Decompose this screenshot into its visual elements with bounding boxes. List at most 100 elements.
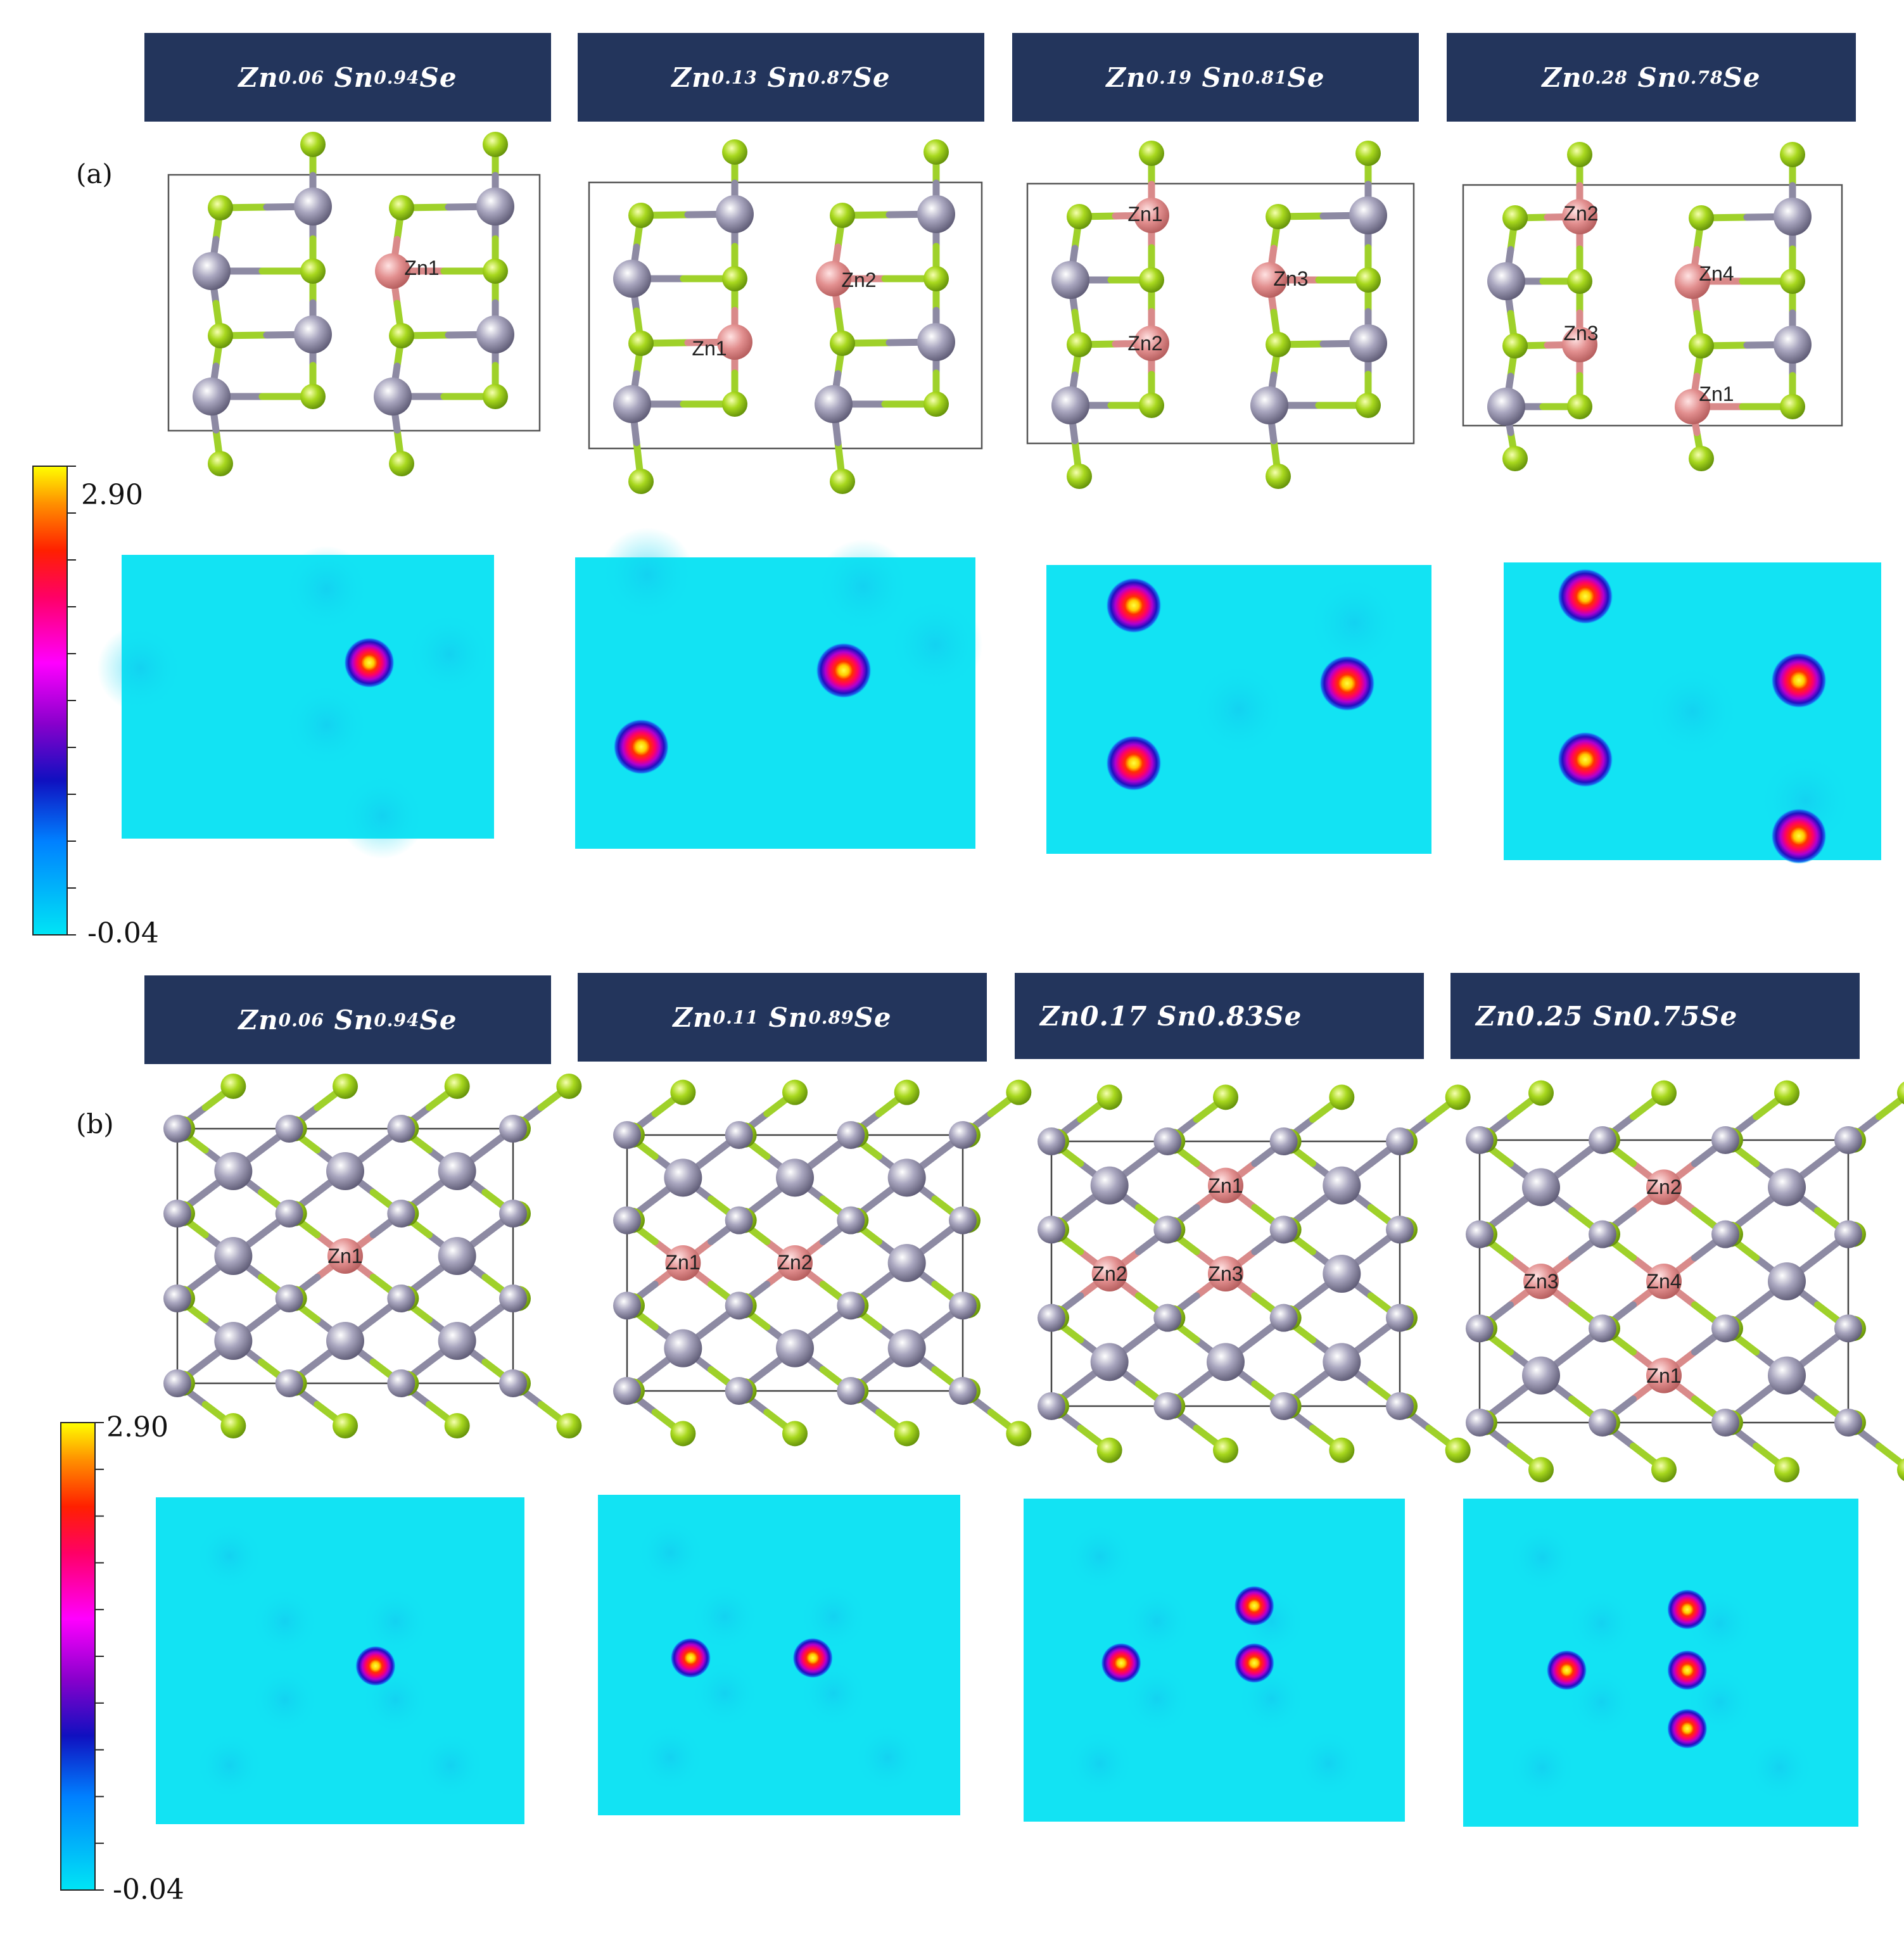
- sn-atom: [438, 1237, 476, 1275]
- header-b-4: Zn0.25 Sn0.75Se: [1450, 973, 1860, 1059]
- zn-site-label: Zn1: [1646, 1364, 1681, 1387]
- bond: [1875, 1442, 1904, 1470]
- zn-site-label: Zn2: [1092, 1262, 1127, 1285]
- sn-atom: [1269, 1392, 1298, 1420]
- se-atom: [444, 1413, 470, 1438]
- se-atom: [1774, 1080, 1799, 1106]
- zn-atom: [375, 253, 410, 289]
- se-atom: [1689, 333, 1714, 358]
- zn-atom: [1134, 326, 1169, 361]
- sn-atom: [294, 315, 332, 353]
- unit-cell: [176, 1127, 514, 1385]
- sn-atom: [214, 1322, 253, 1360]
- sn-atom: [1386, 1215, 1414, 1244]
- se-atom: [556, 1413, 582, 1438]
- se-atom: [300, 384, 326, 409]
- density-dip: [1065, 1522, 1134, 1592]
- sn-atom: [275, 1285, 303, 1312]
- sn-atom: [837, 1377, 865, 1405]
- density-dip: [690, 1659, 759, 1729]
- sn-atom: [776, 1158, 814, 1197]
- se-atom: [1445, 1084, 1471, 1110]
- zn-atom: [1523, 1264, 1559, 1299]
- se-atom: [556, 1074, 582, 1099]
- zn-atom: [665, 1245, 701, 1281]
- density-dip: [339, 773, 426, 860]
- zn-site-label: Zn1: [1699, 383, 1734, 405]
- se-atom: [722, 139, 747, 165]
- sn-atom: [499, 1200, 527, 1228]
- se-atom: [1651, 1457, 1677, 1483]
- density-peak: [816, 642, 872, 699]
- zn-site-label: Zn4: [1699, 262, 1734, 285]
- zn-atom: [1091, 1256, 1127, 1291]
- se-atom: [208, 195, 233, 220]
- colorbar-b-max: 2.90: [106, 1411, 168, 1443]
- density-dip: [1507, 1523, 1577, 1592]
- density-peak: [1319, 655, 1375, 711]
- se-atom: [1139, 267, 1164, 293]
- zn-atom: [717, 324, 752, 360]
- zn-site-label: Zn1: [1208, 1174, 1243, 1197]
- density-peak: [1557, 732, 1613, 788]
- se-atom: [1502, 446, 1528, 471]
- zn-site-label: Zn1: [665, 1251, 700, 1274]
- sn-atom: [275, 1115, 303, 1143]
- sn-atom: [1207, 1343, 1245, 1381]
- sn-atom: [1589, 1126, 1616, 1154]
- sn-atom: [499, 1285, 527, 1312]
- se-atom: [1213, 1084, 1238, 1110]
- sn-atom: [725, 1121, 753, 1149]
- sn-atom: [1038, 1215, 1065, 1244]
- se-atom: [894, 1421, 920, 1447]
- se-atom: [1897, 1081, 1904, 1105]
- zn-site-label: Zn2: [841, 269, 876, 291]
- sn-atom: [815, 385, 853, 423]
- sn-atom: [499, 1369, 527, 1397]
- se-atom: [830, 469, 855, 494]
- sn-atom: [613, 385, 651, 423]
- density-dip: [1307, 575, 1402, 670]
- se-atom: [333, 1074, 358, 1099]
- zn-site-label: Zn3: [1208, 1262, 1243, 1285]
- bond: [1875, 1093, 1904, 1120]
- sn-atom: [613, 260, 651, 298]
- header-a-2: Zn 0.13 Sn 0.87 Se: [578, 33, 984, 122]
- sn-atom: [1487, 262, 1525, 300]
- se-atom: [1774, 1457, 1799, 1483]
- colorbar-b-min: -0.04: [113, 1874, 184, 1906]
- se-atom: [208, 451, 233, 476]
- se-atom: [670, 1079, 696, 1105]
- zn-atom: [327, 1238, 363, 1274]
- sn-atom: [1038, 1392, 1065, 1420]
- se-atom: [1528, 1457, 1554, 1483]
- se-atom: [1567, 269, 1592, 294]
- sn-atom: [776, 1329, 814, 1367]
- se-atom: [220, 1413, 246, 1438]
- sn-atom: [1768, 1262, 1806, 1300]
- sn-atom: [1090, 1166, 1129, 1205]
- sn-atom: [664, 1158, 702, 1197]
- se-atom: [923, 266, 949, 291]
- se-atom: [670, 1421, 696, 1447]
- density-dip: [360, 1587, 430, 1656]
- sn-atom: [1711, 1220, 1739, 1248]
- sn-atom: [664, 1329, 702, 1367]
- header-b-1: Zn 0.06 Sn 0.94 Se: [144, 975, 551, 1064]
- density-dip: [283, 682, 370, 768]
- sn-atom: [613, 1291, 641, 1320]
- sn-atom: [387, 1285, 416, 1312]
- sn-atom: [1051, 261, 1089, 299]
- density-peak: [613, 719, 670, 775]
- density-dip: [690, 1582, 759, 1651]
- sn-atom: [163, 1369, 191, 1397]
- sn-atom: [1774, 326, 1812, 364]
- se-atom: [923, 391, 949, 417]
- unit-cell: [1478, 1139, 1850, 1424]
- se-atom: [1329, 1084, 1355, 1110]
- zn-atom: [1562, 199, 1597, 234]
- se-atom: [894, 1079, 920, 1105]
- header-a-3: Zn 0.19 Sn 0.81 Se: [1012, 33, 1419, 122]
- se-atom: [1213, 1437, 1238, 1463]
- se-atom: [1355, 393, 1381, 418]
